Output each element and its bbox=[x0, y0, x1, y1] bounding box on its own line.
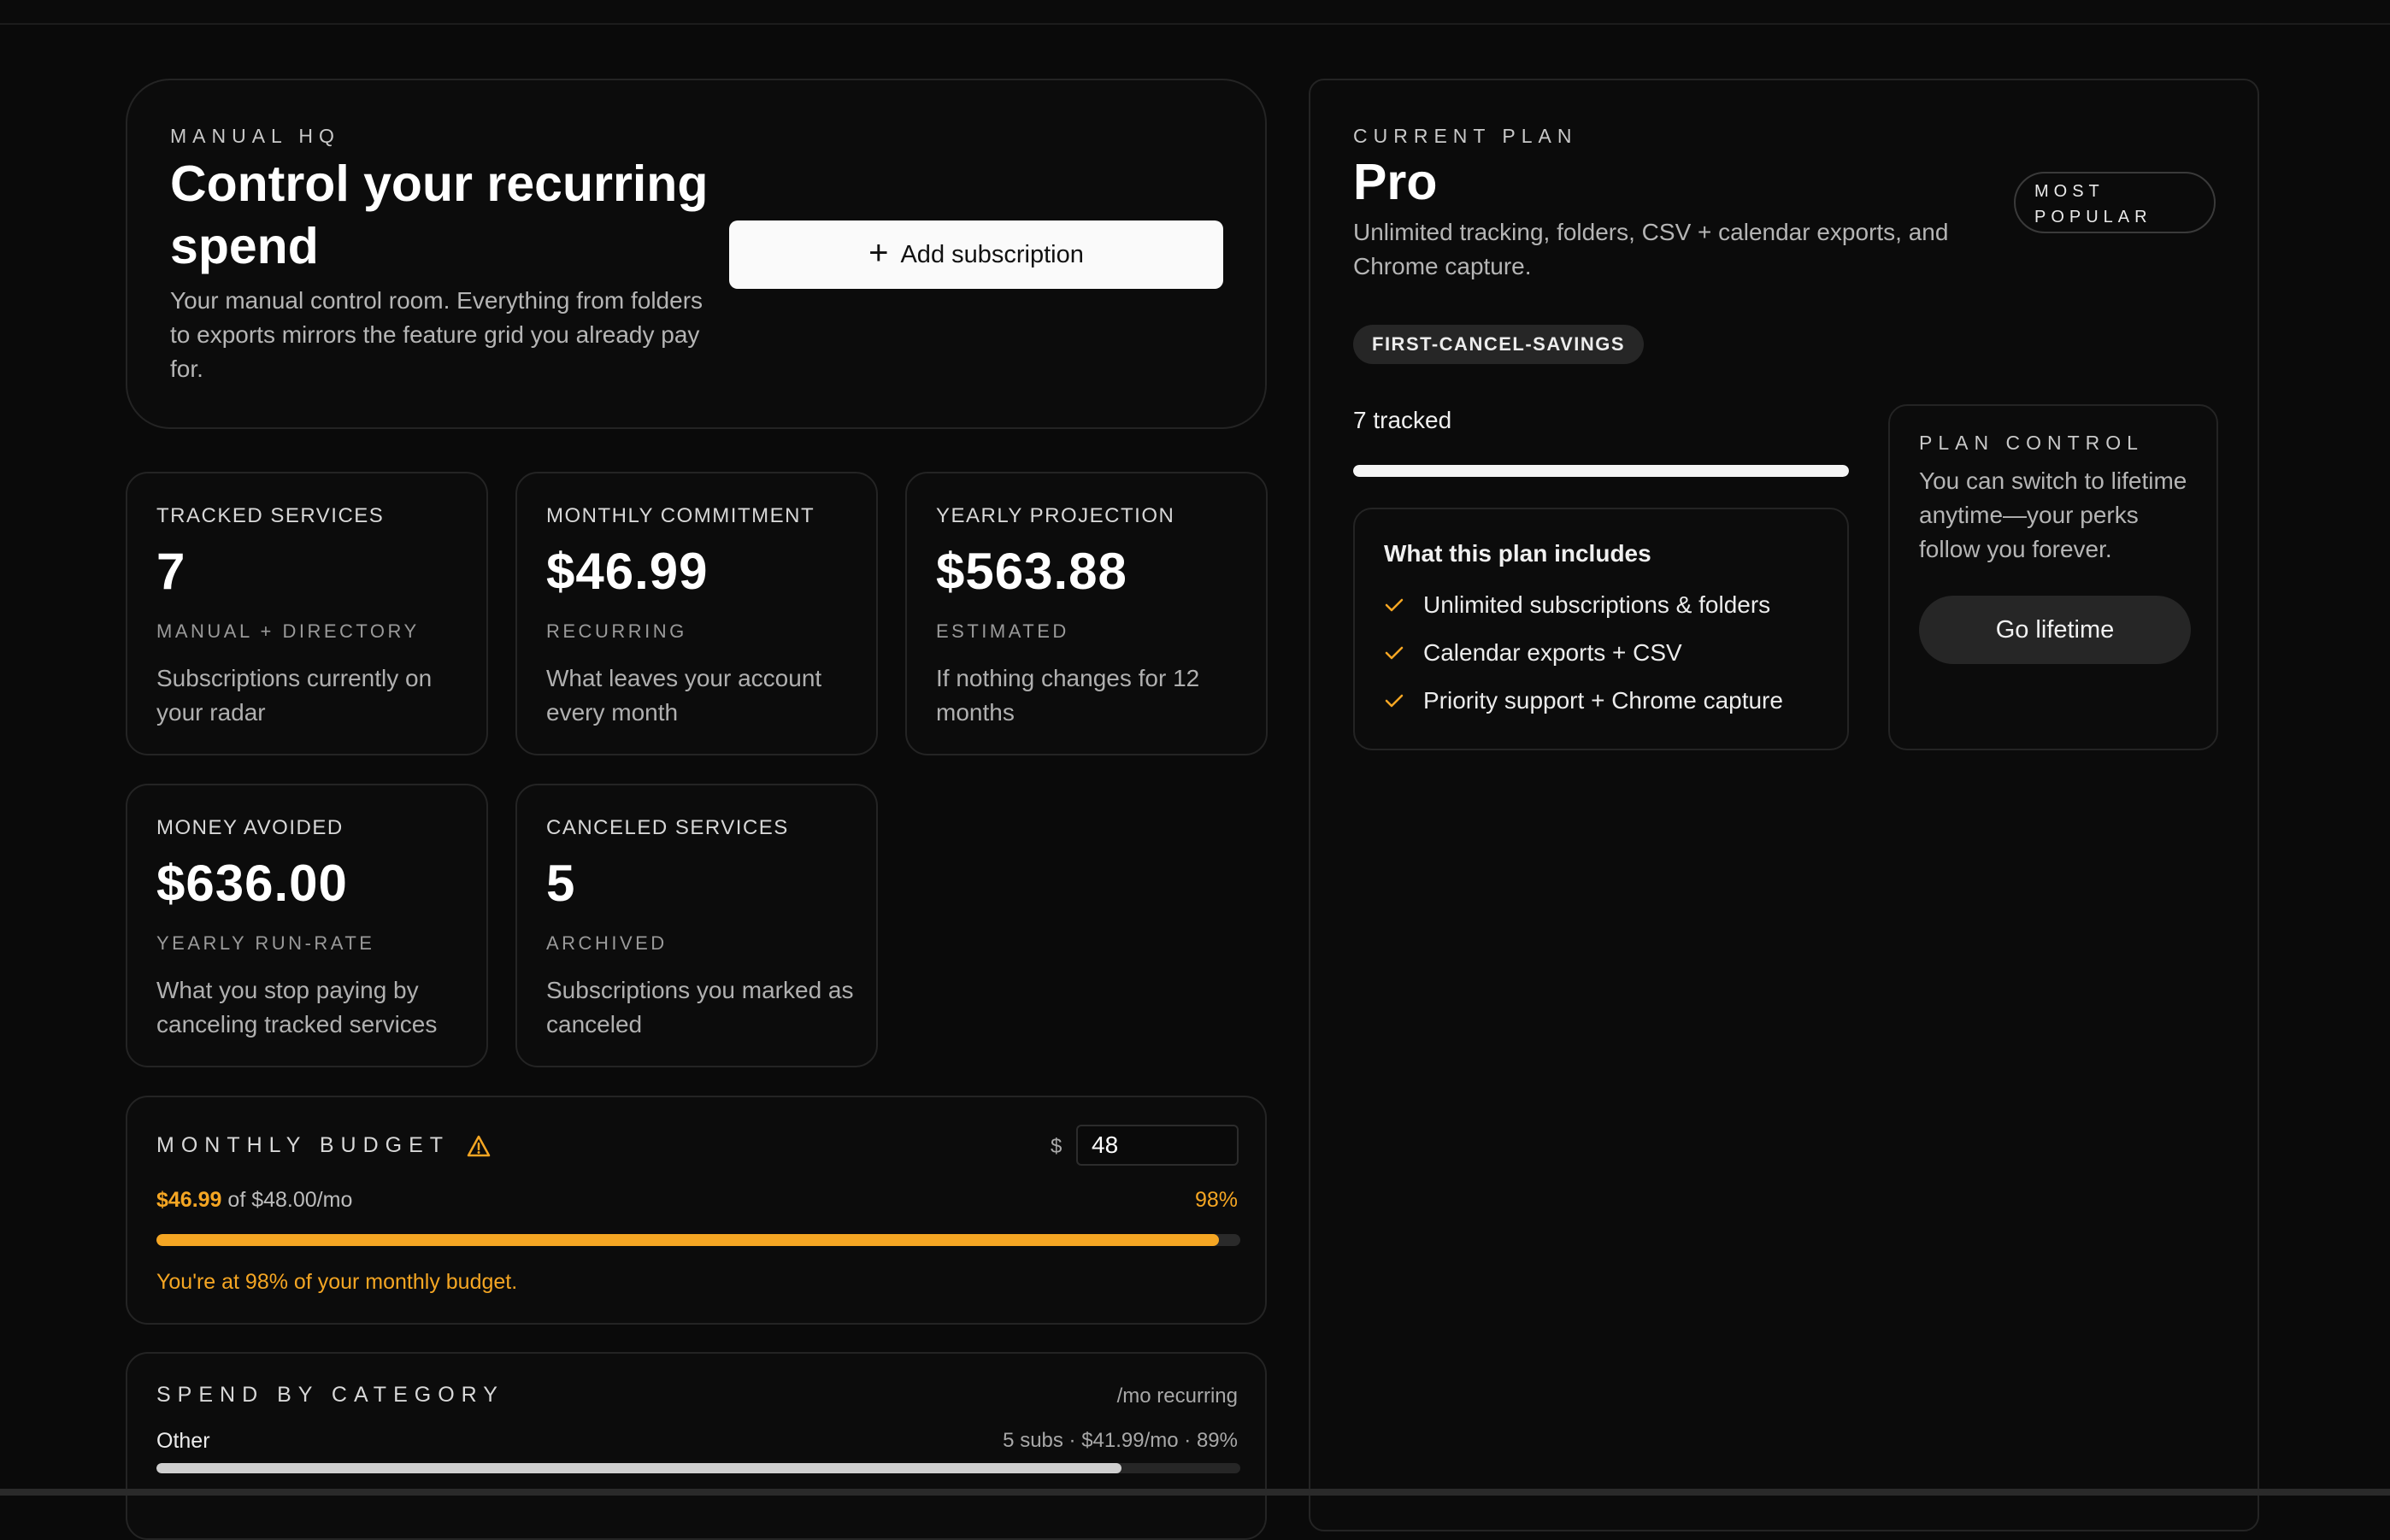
budget-progress-fill bbox=[156, 1234, 1219, 1246]
stat-value: $563.88 bbox=[936, 543, 1127, 600]
add-subscription-button[interactable]: + Add subscription bbox=[729, 220, 1223, 289]
spend-by-category-card: SPEND BY CATEGORY /mo recurring Other 5 … bbox=[126, 1352, 1267, 1540]
bottom-bar bbox=[0, 1489, 2390, 1496]
currency-symbol: $ bbox=[1051, 1135, 1063, 1158]
stat-sub: YEARLY RUN-RATE bbox=[156, 932, 375, 954]
warning-icon bbox=[467, 1135, 491, 1156]
current-plan-card: CURRENT PLAN Pro Unlimited tracking, fol… bbox=[1309, 79, 2259, 1531]
promo-code-chip: FIRST-CANCEL-SAVINGS bbox=[1353, 325, 1645, 364]
hero-eyebrow: MANUAL HQ bbox=[170, 125, 340, 147]
hero-card: MANUAL HQ Control your recurring spend Y… bbox=[126, 79, 1267, 429]
stat-sub: RECURRING bbox=[546, 620, 687, 642]
stat-description: What leaves your account every month bbox=[546, 665, 822, 726]
includes-title: What this plan includes bbox=[1384, 540, 1651, 567]
plan-includes-card: What this plan includes Unlimited subscr… bbox=[1353, 508, 1849, 750]
tracked-progress-fill bbox=[1353, 465, 1849, 477]
check-icon bbox=[1385, 646, 1404, 660]
stat-card-tracked-services: TRACKED SERVICES 7 MANUAL + DIRECTORY Su… bbox=[126, 472, 488, 755]
stat-description: If nothing changes for 12 months bbox=[936, 665, 1200, 726]
budget-progress-bar bbox=[156, 1234, 1240, 1246]
plan-control-description: You can switch to lifetime anytime—your … bbox=[1919, 467, 2187, 562]
stat-label: MONTHLY COMMITMENT bbox=[546, 504, 815, 527]
stat-card-monthly-commitment: MONTHLY COMMITMENT $46.99 RECURRING What… bbox=[515, 472, 878, 755]
stat-label: MONEY AVOIDED bbox=[156, 816, 344, 839]
stat-value: 7 bbox=[156, 543, 186, 600]
stat-sub: ARCHIVED bbox=[546, 932, 668, 954]
category-progress-bar bbox=[156, 1463, 1240, 1473]
feature-item: Unlimited subscriptions & folders bbox=[1384, 591, 1770, 619]
budget-of-text: of $48.00/mo bbox=[227, 1188, 353, 1212]
plus-icon: + bbox=[868, 234, 889, 272]
plan-control-card: PLAN CONTROL You can switch to lifetime … bbox=[1888, 404, 2218, 750]
stat-description: Subscriptions currently on your radar bbox=[156, 665, 433, 726]
stat-card-money-avoided: MONEY AVOIDED $636.00 YEARLY RUN-RATE Wh… bbox=[126, 784, 488, 1067]
category-label: SPEND BY CATEGORY bbox=[156, 1383, 504, 1407]
stat-value: $636.00 bbox=[156, 855, 348, 912]
category-row-name: Other bbox=[156, 1429, 210, 1453]
tracked-progress-bar bbox=[1353, 465, 1849, 477]
plan-control-eyebrow: PLAN CONTROL bbox=[1919, 432, 2144, 454]
stat-sub: MANUAL + DIRECTORY bbox=[156, 620, 420, 642]
category-row-stats: 5 subs · $41.99/mo · 89% bbox=[1003, 1429, 1238, 1452]
budget-warning: You're at 98% of your monthly budget. bbox=[156, 1270, 518, 1294]
plan-title: Pro bbox=[1353, 154, 1438, 210]
budget-spent-text: $46.99 of $48.00/mo bbox=[156, 1188, 352, 1213]
add-subscription-label: Add subscription bbox=[900, 240, 1084, 268]
category-meta: /mo recurring bbox=[1116, 1384, 1238, 1408]
tracked-count: 7 tracked bbox=[1353, 407, 1452, 433]
feature-label: Calendar exports + CSV bbox=[1423, 639, 1682, 666]
feature-item: Calendar exports + CSV bbox=[1384, 639, 1682, 667]
budget-input[interactable] bbox=[1076, 1125, 1239, 1166]
budget-percent: 98% bbox=[1194, 1188, 1238, 1212]
budget-spent-amount: $46.99 bbox=[156, 1188, 222, 1212]
stat-sub: ESTIMATED bbox=[936, 620, 1069, 642]
stat-label: CANCELED SERVICES bbox=[546, 816, 789, 839]
plan-eyebrow: CURRENT PLAN bbox=[1353, 125, 1578, 147]
top-bar bbox=[0, 0, 2390, 25]
stat-label: TRACKED SERVICES bbox=[156, 504, 385, 527]
stat-description: Subscriptions you marked as canceled bbox=[546, 977, 854, 1037]
feature-label: Priority support + Chrome capture bbox=[1423, 687, 1783, 714]
feature-item: Priority support + Chrome capture bbox=[1384, 687, 1783, 714]
page-title: Control your recurring spend bbox=[170, 156, 709, 274]
stat-card-canceled-services: CANCELED SERVICES 5 ARCHIVED Subscriptio… bbox=[515, 784, 878, 1067]
stat-value: $46.99 bbox=[546, 543, 709, 600]
stat-label: YEARLY PROJECTION bbox=[936, 504, 1175, 527]
go-lifetime-button[interactable]: Go lifetime bbox=[1919, 596, 2191, 664]
category-progress-fill bbox=[156, 1463, 1121, 1473]
stat-card-yearly-projection: YEARLY PROJECTION $563.88 ESTIMATED If n… bbox=[905, 472, 1268, 755]
plan-description: Unlimited tracking, folders, CSV + calen… bbox=[1353, 219, 1949, 279]
feature-label: Unlimited subscriptions & folders bbox=[1423, 591, 1771, 618]
budget-label: MONTHLY BUDGET bbox=[156, 1133, 450, 1157]
budget-label-row: MONTHLY BUDGET bbox=[156, 1133, 491, 1158]
most-popular-badge: MOST POPULAR bbox=[2014, 172, 2216, 233]
check-icon bbox=[1385, 598, 1404, 612]
hero-description: Your manual control room. Everything fro… bbox=[170, 287, 703, 382]
stat-value: 5 bbox=[546, 855, 576, 912]
monthly-budget-card: MONTHLY BUDGET $ $46.99 of $48.00/mo 98%… bbox=[126, 1096, 1267, 1325]
stat-description: What you stop paying by canceling tracke… bbox=[156, 977, 438, 1037]
check-icon bbox=[1385, 694, 1404, 708]
